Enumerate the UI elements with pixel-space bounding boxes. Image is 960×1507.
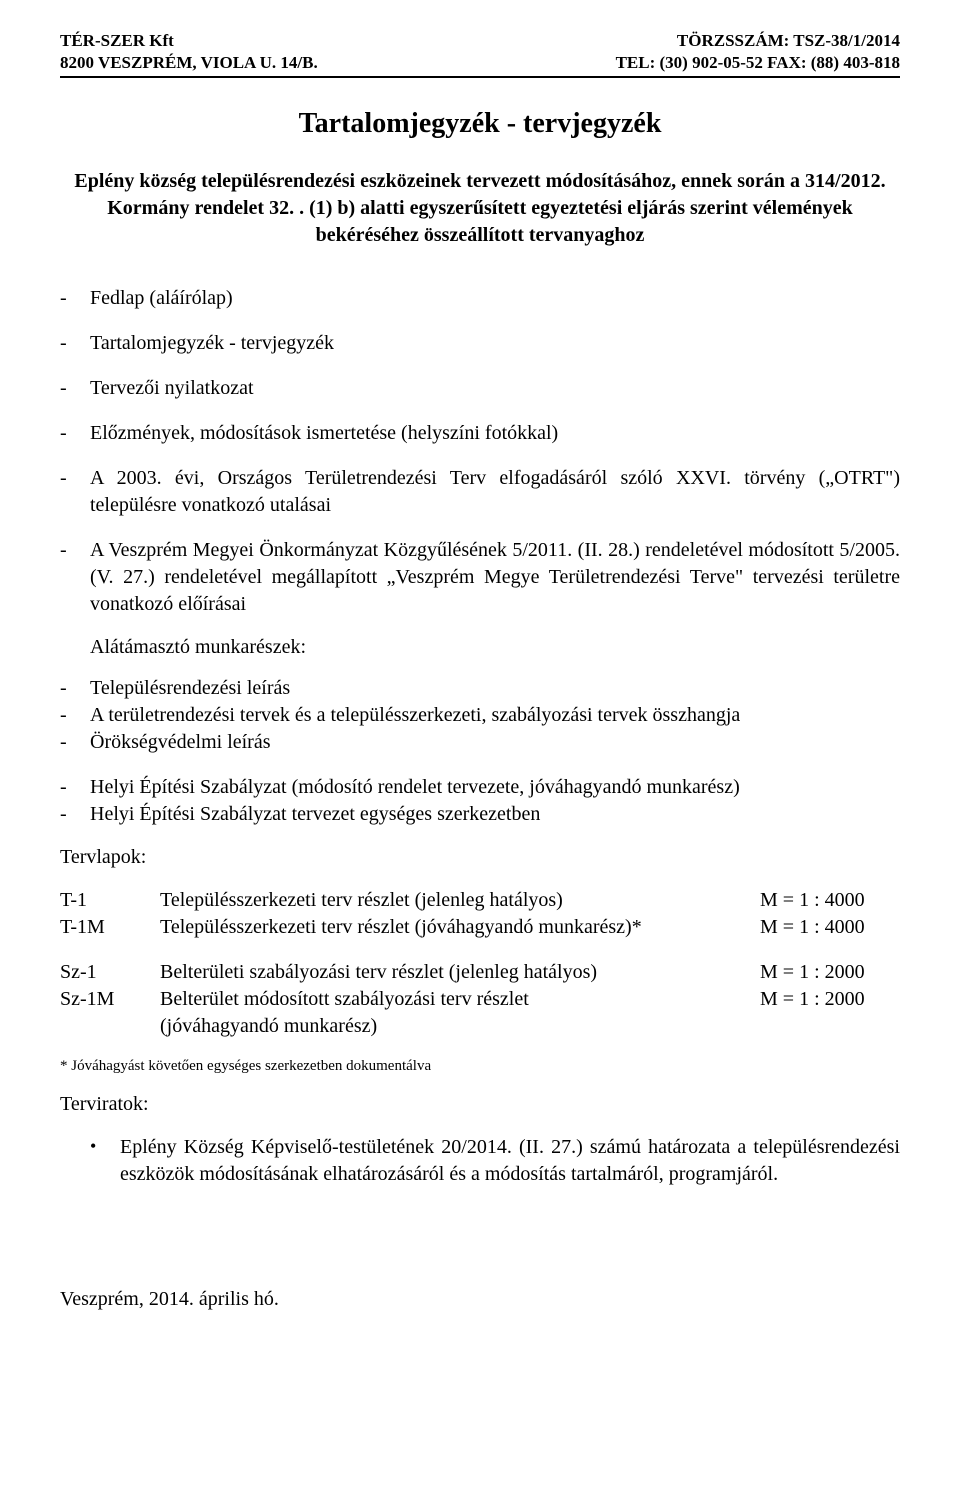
list-text: A Veszprém Megyei Önkormányzat Közgyűlés…	[90, 537, 900, 618]
plan-code: Sz-1	[60, 959, 160, 986]
list-text: A területrendezési tervek és a település…	[90, 702, 900, 729]
plan-scale: M = 1 : 4000	[760, 914, 900, 941]
terviratok-heading: Terviratok:	[60, 1093, 900, 1116]
list-item: - Tartalomjegyzék - tervjegyzék	[60, 330, 900, 357]
table-row: Sz-1M Belterület módosított szabályozási…	[60, 986, 900, 1013]
table-row: T-1 Településszerkezeti terv részlet (je…	[60, 887, 900, 914]
plan-description: Belterület módosított szabályozási terv …	[160, 986, 760, 1013]
list-item: - Örökségvédelmi leírás	[60, 729, 900, 756]
plan-code: Sz-1M	[60, 986, 160, 1013]
registration-number: TÖRZSSZÁM: TSZ-38/1/2014	[677, 30, 900, 52]
plan-code: T-1	[60, 887, 160, 914]
plan-description: Településszerkezeti terv részlet (jóváha…	[160, 914, 760, 941]
list-text: Településrendezési leírás	[90, 675, 900, 702]
company-contact: TEL: (30) 902-05-52 FAX: (88) 403-818	[616, 52, 900, 74]
list-item: - Településrendezési leírás	[60, 675, 900, 702]
dash-marker: -	[60, 675, 90, 702]
bullet-item: • Eplény Község Képviselő-testületének 2…	[90, 1134, 900, 1188]
list-item: - Fedlap (aláírólap)	[60, 285, 900, 312]
dash-marker: -	[60, 801, 90, 828]
list-text: Helyi Építési Szabályzat tervezet egység…	[90, 801, 900, 828]
list-item: - Előzmények, módosítások ismertetése (h…	[60, 420, 900, 447]
tervlapok-table-2: Sz-1 Belterületi szabályozási terv részl…	[60, 959, 900, 1040]
footnote: * Jóváhagyást követően egységes szerkeze…	[60, 1058, 900, 1075]
dash-marker: -	[60, 375, 90, 402]
bullet-marker: •	[90, 1134, 120, 1188]
list-group-hesz: - Helyi Építési Szabályzat (módosító ren…	[60, 774, 900, 828]
table-row: T-1M Településszerkezeti terv részlet (j…	[60, 914, 900, 941]
dash-marker: -	[60, 702, 90, 729]
bullet-text: Eplény Község Képviselő-testületének 20/…	[120, 1134, 900, 1188]
list-item: - A területrendezési tervek és a települ…	[60, 702, 900, 729]
dash-marker: -	[60, 420, 90, 447]
list-text: Előzmények, módosítások ismertetése (hel…	[90, 420, 900, 447]
subheading-alatamaszto: Alátámasztó munkarészek:	[90, 636, 900, 659]
plan-description: Belterületi szabályozási terv részlet (j…	[160, 959, 760, 986]
plan-description: (jóváhagyandó munkarész)	[160, 1013, 760, 1040]
company-name: TÉR-SZER Kft	[60, 30, 174, 52]
plan-scale	[760, 1013, 900, 1040]
dash-marker: -	[60, 465, 90, 519]
list-group-alatamaszto: - Településrendezési leírás - A területr…	[60, 675, 900, 756]
list-item: - Helyi Építési Szabályzat (módosító ren…	[60, 774, 900, 801]
header-row-2: 8200 VESZPRÉM, VIOLA U. 14/B. TEL: (30) …	[60, 52, 900, 74]
intro-paragraph: Eplény község településrendezési eszköze…	[60, 168, 900, 249]
dash-marker: -	[60, 330, 90, 357]
plan-description: Településszerkezeti terv részlet (jelenl…	[160, 887, 760, 914]
dash-marker: -	[60, 774, 90, 801]
page-title: Tartalomjegyzék - tervjegyzék	[60, 108, 900, 140]
list-text: Tartalomjegyzék - tervjegyzék	[90, 330, 900, 357]
plan-code	[60, 1013, 160, 1040]
dash-marker: -	[60, 285, 90, 312]
table-row: Sz-1 Belterületi szabályozási terv részl…	[60, 959, 900, 986]
dash-marker: -	[60, 729, 90, 756]
list-text: A 2003. évi, Országos Területrendezési T…	[90, 465, 900, 519]
header-row-1: TÉR-SZER Kft TÖRZSSZÁM: TSZ-38/1/2014	[60, 30, 900, 52]
list-item: - A Veszprém Megyei Önkormányzat Közgyűl…	[60, 537, 900, 618]
list-text: Helyi Építési Szabályzat (módosító rende…	[90, 774, 900, 801]
list-item: - A 2003. évi, Országos Területrendezési…	[60, 465, 900, 519]
company-address: 8200 VESZPRÉM, VIOLA U. 14/B.	[60, 52, 318, 74]
footer-date: Veszprém, 2014. április hó.	[60, 1288, 900, 1311]
plan-scale: M = 1 : 2000	[760, 986, 900, 1013]
plan-scale: M = 1 : 4000	[760, 887, 900, 914]
list-text: Örökségvédelmi leírás	[90, 729, 900, 756]
dash-marker: -	[60, 537, 90, 618]
plan-code: T-1M	[60, 914, 160, 941]
list-item: - Tervezői nyilatkozat	[60, 375, 900, 402]
list-text: Tervezői nyilatkozat	[90, 375, 900, 402]
plan-scale: M = 1 : 2000	[760, 959, 900, 986]
table-row: (jóváhagyandó munkarész)	[60, 1013, 900, 1040]
tervlapok-table-1: T-1 Településszerkezeti terv részlet (je…	[60, 887, 900, 941]
list-text: Fedlap (aláírólap)	[90, 285, 900, 312]
page-header: TÉR-SZER Kft TÖRZSSZÁM: TSZ-38/1/2014 82…	[60, 30, 900, 78]
list-item: - Helyi Építési Szabályzat tervezet egys…	[60, 801, 900, 828]
tervlapok-heading: Tervlapok:	[60, 846, 900, 869]
